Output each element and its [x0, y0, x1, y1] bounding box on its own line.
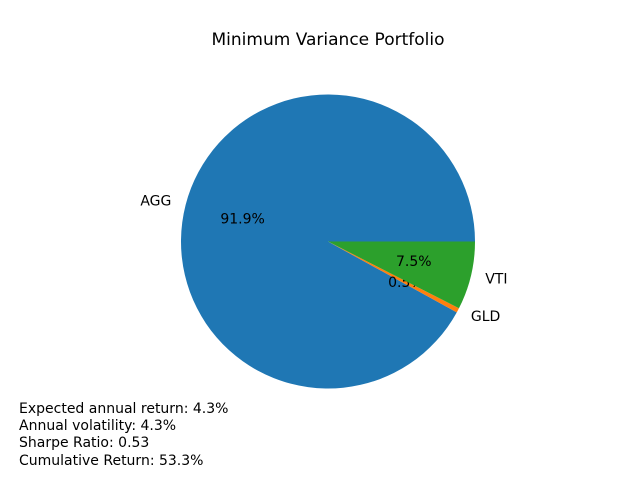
stat-annual-volatility: Annual volatility: 4.3% [19, 418, 177, 435]
pie-label-gld: GLD [471, 309, 500, 325]
stat-cumulative-return: Cumulative Return: 53.3% [19, 452, 204, 469]
pie-slice-gld [328, 241, 459, 313]
chart-title: Minimum Variance Portfolio [211, 30, 445, 50]
pie-slice-agg [180, 94, 476, 389]
pie-pct-agg: 91.9% [220, 212, 264, 228]
stat-sharpe-ratio: Sharpe Ratio: 0.53 [19, 435, 150, 452]
portfolio-stats: Expected annual return: 4.3% Annual vola… [19, 401, 228, 470]
pie-label-agg: AGG [140, 193, 171, 209]
stat-expected-annual-return: Expected annual return: 4.3% [19, 401, 229, 417]
pie-pct-vti: 7.5% [396, 254, 432, 270]
pie-slice-vti [328, 241, 475, 309]
pie-label-vti: VTI [485, 271, 507, 287]
